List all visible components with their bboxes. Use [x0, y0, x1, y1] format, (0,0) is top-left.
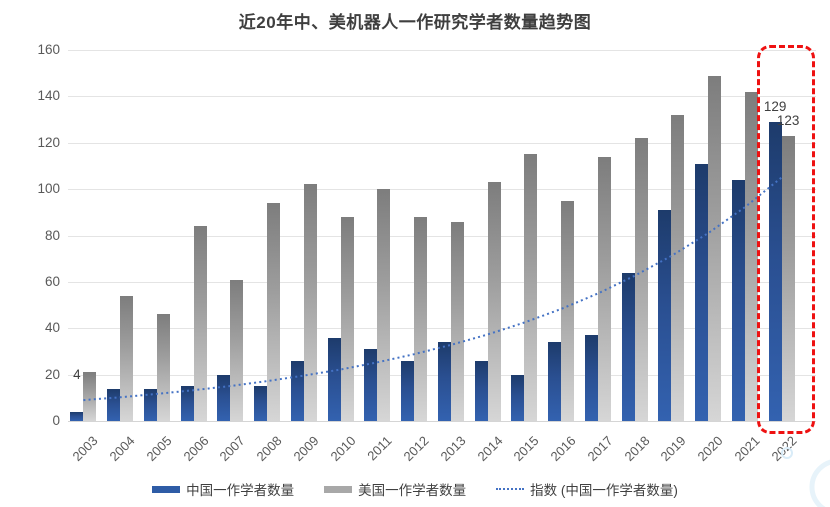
data-label-129: 129	[763, 98, 787, 114]
bar-2016-usa	[561, 200, 575, 421]
usa-bar-swatch-icon	[324, 485, 353, 493]
bar-2005-usa	[156, 314, 170, 421]
legend-label-trend: 指数 (中国一作学者数量)	[530, 483, 678, 498]
bar-2018-usa	[634, 138, 648, 421]
bar-2014-usa	[487, 182, 501, 421]
bar-2020-china	[695, 163, 709, 421]
bar-2009-china	[290, 360, 304, 421]
gridline-y-120	[68, 142, 816, 144]
bar-2006-china	[180, 386, 194, 421]
gridline-y-140	[68, 96, 816, 98]
bar-2016-china	[548, 342, 562, 421]
bar-2010-usa	[340, 216, 354, 421]
y-axis-tick-label: 160	[37, 42, 60, 57]
bar-2011-china	[364, 349, 378, 421]
bar-2020-usa	[708, 75, 722, 421]
y-axis-tick-label: 0	[52, 413, 60, 428]
bar-2012-usa	[414, 216, 428, 421]
y-axis-tick-label: 60	[44, 273, 60, 289]
bar-2017-usa	[597, 156, 611, 421]
bar-2003-china	[70, 411, 84, 421]
bar-2004-china	[107, 388, 121, 421]
bar-2018-china	[621, 272, 635, 421]
legend-label-usa: 美国一作学者数量	[358, 483, 467, 498]
bar-2014-china	[474, 360, 488, 421]
bar-2012-china	[401, 360, 415, 421]
legend-item-china: 中国一作学者数量	[152, 479, 294, 499]
bar-2008-usa	[267, 203, 281, 421]
data-label-123: 123	[776, 112, 800, 128]
y-axis-tick-label: 120	[37, 134, 60, 150]
bar-2011-usa	[377, 189, 391, 421]
bar-2005-china	[143, 388, 157, 421]
bar-2008-china	[254, 386, 268, 421]
y-axis-tick-label: 20	[44, 366, 60, 382]
y-axis-tick-label: 140	[37, 88, 60, 104]
bar-2013-china	[437, 342, 451, 421]
bar-2009-usa	[303, 184, 317, 421]
bar-2015-china	[511, 374, 525, 421]
bar-2007-china	[217, 374, 231, 421]
legend-item-usa: 美国一作学者数量	[324, 479, 466, 499]
bar-2017-china	[584, 335, 598, 421]
bar-2006-usa	[193, 226, 207, 421]
bar-2021-china	[731, 179, 745, 421]
bar-2003-usa	[83, 372, 97, 421]
y-axis-tick-label: 40	[44, 320, 60, 336]
highlight-2022-box	[757, 45, 815, 434]
bar-2010-china	[327, 337, 341, 421]
y-axis-tick-label: 80	[44, 227, 60, 243]
chart-title: 近20年中、美机器人一作研究学者数量趋势图	[238, 13, 592, 32]
bar-2004-usa	[120, 295, 134, 421]
data-label-4: 4	[73, 366, 81, 382]
bar-2015-usa	[524, 154, 538, 421]
gridline-y-0	[68, 421, 816, 422]
gridline-y-160	[68, 50, 816, 51]
china-bar-swatch-icon	[152, 485, 181, 493]
y-axis-tick-label: 100	[37, 181, 60, 197]
dotted-line-swatch-icon	[496, 488, 525, 490]
bar-2007-usa	[230, 279, 244, 421]
legend: 中国一作学者数量 美国一作学者数量 指数 (中国一作学者数量)	[0, 479, 830, 499]
bar-2019-china	[658, 209, 672, 421]
bar-2021-usa	[744, 91, 758, 421]
bar-2019-usa	[671, 114, 685, 421]
legend-label-china: 中国一作学者数量	[186, 483, 295, 498]
legend-item-trend: 指数 (中国一作学者数量)	[496, 479, 678, 499]
bar-2022-usa	[781, 135, 795, 421]
bar-2013-usa	[450, 221, 464, 421]
